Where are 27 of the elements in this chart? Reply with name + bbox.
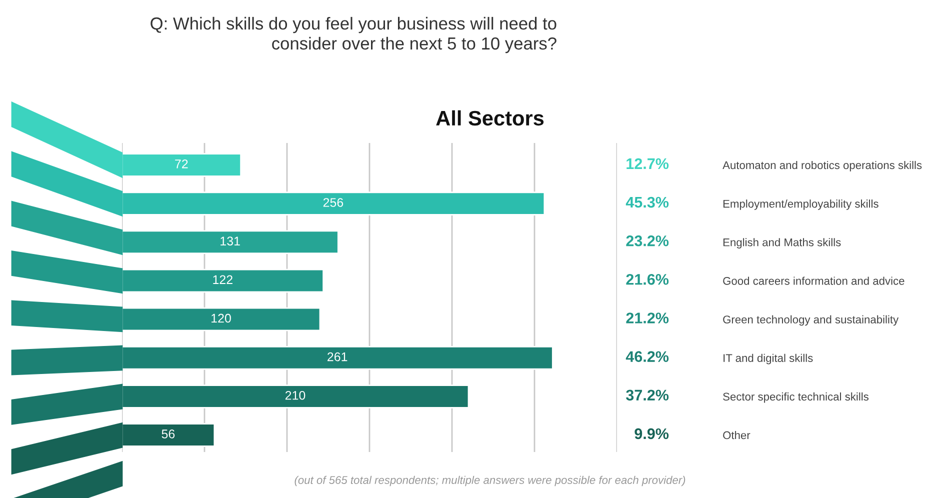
text: 21.6% [626, 274, 669, 285]
text: 21.2% [626, 312, 669, 324]
text: 12.7% [626, 158, 669, 170]
data-label: 56 [162, 430, 175, 438]
y-tick-label: IT and digital skills [724, 354, 813, 364]
text: 46.2% [626, 351, 669, 362]
y-tick-label: Good careers information and advice [723, 276, 904, 285]
text: 45.3% [626, 196, 669, 208]
y-tick-label: Employment/employability skills [723, 200, 878, 210]
data-label: 120 [212, 314, 231, 323]
text: 9.9% [634, 428, 669, 440]
data-label: 256 [323, 198, 344, 207]
data-label: 261 [328, 352, 348, 362]
chart-title: Q: Which skills do you feel your business will need to consider over the next 5 to 10 years? [150, 16, 556, 54]
y-tick-label: Green technology and sustainability [723, 315, 899, 326]
data-label: 210 [285, 390, 306, 400]
data-label: 72 [175, 159, 188, 168]
chart-subtitle: All Sectors [436, 110, 544, 126]
data-label: 131 [220, 236, 240, 246]
text: 37.2% [626, 390, 669, 401]
text: (out of 565 total respondents; multiple answers were possible for each provider) [294, 476, 686, 486]
y-tick-label: Automaton and robotics operations skills [722, 160, 922, 172]
data-label: 122 [213, 275, 232, 284]
y-tick-label: English and Maths skills [723, 238, 841, 248]
y-tick-label: Other [723, 431, 750, 440]
text: 23.2% [626, 235, 669, 246]
y-tick-label: Sector specific technical skills [723, 392, 869, 403]
